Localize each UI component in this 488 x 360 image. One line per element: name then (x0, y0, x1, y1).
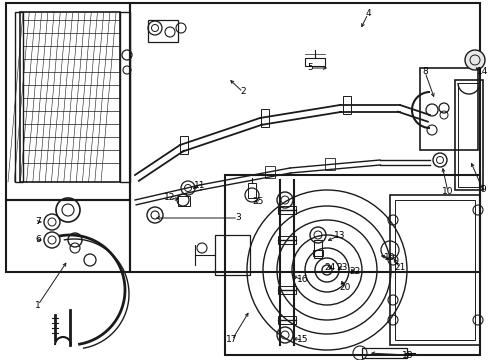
Bar (6, 200, 130, 272)
Bar (247, 183, 256, 198)
Bar (278, 316, 295, 324)
Bar (305, 58, 325, 66)
Bar (457, 83, 479, 187)
Text: 24: 24 (324, 264, 335, 273)
Text: 17: 17 (226, 336, 237, 345)
Bar (325, 158, 334, 170)
Bar (148, 20, 178, 42)
Text: 16: 16 (297, 275, 308, 284)
Text: 9: 9 (479, 185, 485, 194)
Text: 23: 23 (336, 264, 347, 273)
Text: 21: 21 (393, 264, 405, 273)
Bar (20, 12, 120, 182)
Bar (15, 12, 23, 182)
Bar (312, 250, 323, 256)
Bar (278, 236, 295, 244)
Bar (120, 12, 130, 182)
Bar (278, 206, 295, 214)
Bar (178, 196, 190, 206)
Text: 8: 8 (421, 68, 427, 77)
Text: 14: 14 (476, 68, 488, 77)
Text: 22: 22 (348, 267, 360, 276)
Bar (224, 175, 479, 355)
Text: 13: 13 (334, 230, 345, 239)
Bar (6, 3, 130, 200)
Text: 25: 25 (252, 198, 263, 207)
Bar (264, 166, 274, 178)
Bar (454, 80, 482, 190)
Text: 19: 19 (384, 253, 395, 262)
Text: 7: 7 (35, 217, 41, 226)
Bar (278, 286, 295, 294)
Text: 5: 5 (306, 63, 312, 72)
Text: 11: 11 (194, 180, 205, 189)
Bar (313, 240, 321, 258)
Text: 12: 12 (164, 194, 175, 202)
Bar (394, 200, 474, 340)
Bar (419, 68, 477, 150)
Text: 20: 20 (339, 284, 350, 292)
Bar (389, 195, 479, 345)
Text: 18: 18 (402, 351, 413, 360)
Bar (261, 109, 268, 127)
Bar (215, 235, 249, 275)
Text: 2: 2 (240, 87, 245, 96)
Text: 10: 10 (441, 188, 453, 197)
Bar (361, 348, 406, 358)
Text: 4: 4 (365, 9, 370, 18)
Circle shape (464, 50, 484, 70)
Bar (130, 3, 479, 272)
Text: 3: 3 (235, 213, 241, 222)
Text: 6: 6 (35, 235, 41, 244)
Text: 1: 1 (35, 301, 41, 310)
Bar (179, 136, 187, 154)
Bar (342, 96, 350, 114)
Text: 15: 15 (297, 336, 308, 345)
